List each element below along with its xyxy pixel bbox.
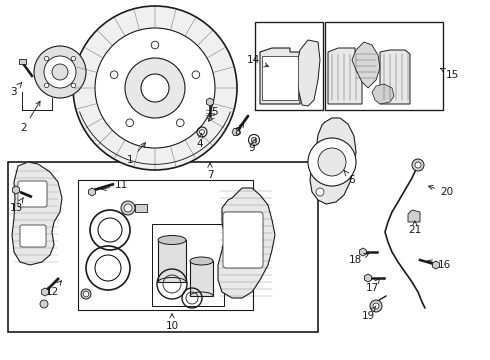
Polygon shape: [352, 42, 380, 88]
Text: 18: 18: [349, 253, 368, 265]
Polygon shape: [218, 188, 275, 298]
Circle shape: [71, 57, 75, 61]
Text: 20: 20: [429, 185, 453, 197]
Ellipse shape: [158, 235, 186, 244]
Text: 4: 4: [196, 133, 203, 149]
Polygon shape: [372, 84, 394, 104]
Text: 2: 2: [21, 101, 40, 133]
Text: 10: 10: [166, 314, 178, 331]
Text: 11: 11: [101, 180, 128, 190]
Bar: [152, 224, 224, 306]
Text: 13: 13: [10, 198, 23, 213]
Circle shape: [73, 6, 237, 170]
Circle shape: [52, 64, 68, 80]
FancyBboxPatch shape: [158, 240, 186, 282]
Circle shape: [124, 204, 132, 212]
Bar: [78, 180, 253, 310]
Circle shape: [125, 58, 185, 118]
Text: 19: 19: [361, 306, 376, 321]
Circle shape: [44, 56, 76, 88]
Circle shape: [45, 83, 49, 87]
Text: 9: 9: [249, 139, 256, 153]
FancyBboxPatch shape: [135, 204, 147, 212]
Circle shape: [34, 46, 86, 98]
Circle shape: [95, 28, 215, 148]
Text: 17: 17: [366, 278, 380, 293]
Circle shape: [412, 159, 424, 171]
Text: 3: 3: [10, 83, 22, 97]
Circle shape: [121, 201, 135, 215]
Circle shape: [81, 289, 91, 299]
FancyBboxPatch shape: [190, 261, 213, 296]
Polygon shape: [12, 162, 62, 265]
Bar: [325, 22, 443, 110]
Polygon shape: [380, 50, 410, 104]
Circle shape: [370, 300, 382, 312]
Polygon shape: [310, 118, 356, 204]
Text: 14: 14: [247, 55, 269, 67]
Circle shape: [151, 41, 159, 49]
Circle shape: [316, 188, 324, 196]
Text: 15: 15: [441, 68, 459, 80]
FancyBboxPatch shape: [20, 225, 46, 247]
Text: 7: 7: [207, 163, 213, 180]
Ellipse shape: [190, 257, 213, 265]
FancyBboxPatch shape: [19, 59, 26, 64]
Bar: [8, 162, 318, 332]
Circle shape: [318, 148, 346, 176]
Text: 12: 12: [46, 281, 61, 297]
Circle shape: [248, 135, 260, 145]
Text: 5: 5: [209, 107, 219, 121]
Circle shape: [251, 137, 257, 143]
FancyBboxPatch shape: [223, 212, 263, 268]
Circle shape: [192, 71, 200, 78]
Polygon shape: [296, 40, 320, 106]
Circle shape: [83, 291, 89, 297]
Circle shape: [141, 74, 169, 102]
Circle shape: [45, 57, 49, 61]
FancyBboxPatch shape: [262, 56, 298, 100]
Circle shape: [40, 300, 48, 308]
Text: 16: 16: [428, 260, 451, 270]
Polygon shape: [408, 210, 420, 222]
Bar: [255, 22, 323, 110]
Circle shape: [71, 83, 75, 87]
Circle shape: [308, 138, 356, 186]
Text: 21: 21: [408, 221, 421, 235]
Text: 6: 6: [344, 171, 355, 185]
Circle shape: [415, 162, 421, 168]
Circle shape: [176, 119, 184, 127]
Text: 8: 8: [235, 123, 244, 137]
Circle shape: [373, 303, 379, 309]
Polygon shape: [328, 48, 362, 104]
Polygon shape: [260, 48, 300, 104]
Circle shape: [126, 119, 134, 127]
Circle shape: [110, 71, 118, 78]
FancyBboxPatch shape: [18, 181, 47, 207]
Text: 1: 1: [127, 143, 146, 165]
